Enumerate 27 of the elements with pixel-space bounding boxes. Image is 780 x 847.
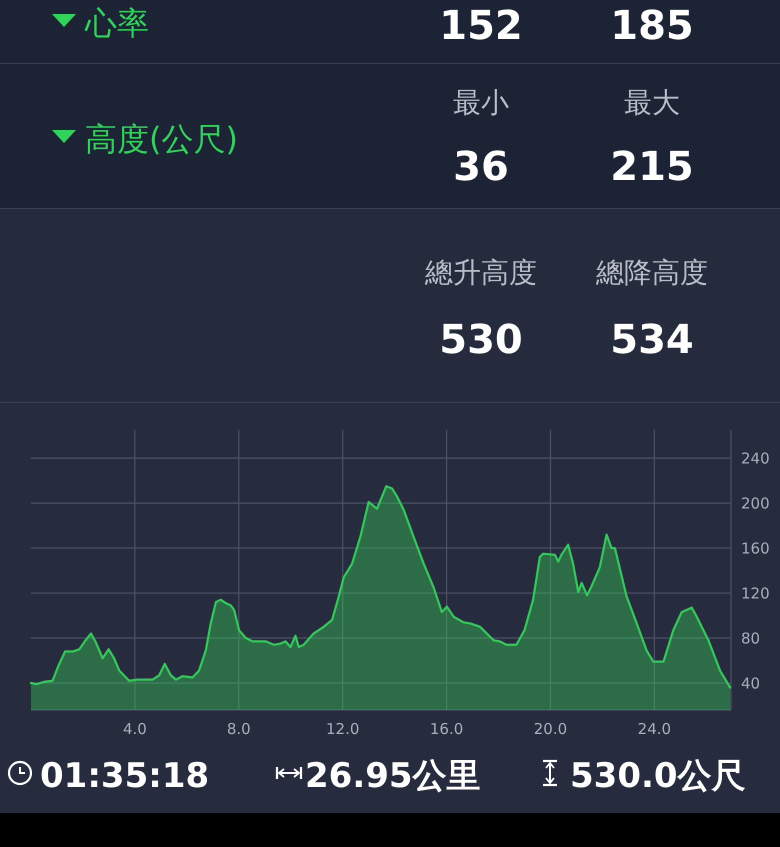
x-tick-label: 24.0 <box>638 720 672 738</box>
y-tick-label: 240 <box>741 450 770 468</box>
category-label: 總升高度 <box>424 256 537 289</box>
data-label: 215 <box>610 144 694 190</box>
x-tick-label: 8.0 <box>226 720 251 738</box>
x-tick-label: 4.0 <box>122 720 147 738</box>
text: 心率 <box>84 4 149 42</box>
y-tick-label: 40 <box>741 674 760 693</box>
y-tick-label: 200 <box>741 494 770 513</box>
text: 26.95公里 <box>305 756 481 796</box>
data-label: 534 <box>610 317 694 363</box>
category-label: 最大 <box>624 86 680 119</box>
text: 01:35:18 <box>40 756 210 796</box>
data-label: 36 <box>453 144 509 190</box>
y-tick-label: 120 <box>741 584 770 603</box>
category-label: 總降高度 <box>595 256 708 289</box>
y-tick-label: 160 <box>741 540 770 558</box>
data-label: 185 <box>610 3 694 49</box>
text: 530.0公尺 <box>570 756 746 796</box>
data-label: 152 <box>439 3 523 49</box>
x-tick-label: 20.0 <box>534 720 568 738</box>
x-tick-label: 12.0 <box>326 720 360 738</box>
x-tick-label: 16.0 <box>430 720 464 738</box>
category-label: 最小 <box>453 86 509 119</box>
text: 高度(公尺) <box>85 120 238 158</box>
y-tick-label: 80 <box>741 630 760 648</box>
data-label: 530 <box>439 317 523 363</box>
